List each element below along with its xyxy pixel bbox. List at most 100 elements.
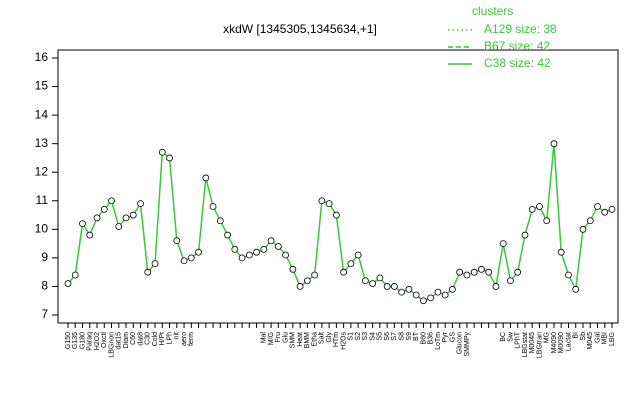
- x-tick-label: Heat: [297, 332, 304, 347]
- data-point: [158, 148, 166, 156]
- x-tick-label: SMM: [290, 332, 297, 349]
- data-point: [122, 214, 130, 222]
- x-tick-label: nit: [174, 332, 181, 339]
- data-point: [274, 243, 282, 250]
- x-tick-label: H2Os: [340, 332, 347, 350]
- x-tick-label: Etha: [311, 332, 318, 347]
- data-point: [608, 205, 616, 213]
- data-point: [434, 288, 442, 296]
- data-point: [354, 251, 362, 259]
- data-point: [383, 283, 391, 290]
- x-tick-label: S3: [362, 332, 369, 341]
- data-point: [303, 277, 311, 285]
- x-tick-label: GS: [449, 332, 456, 342]
- x-tick-label: S7: [391, 332, 398, 341]
- x-tick-label: LPhT: [515, 331, 522, 348]
- x-tick-label: M045: [587, 332, 594, 350]
- y-tick-label: 13: [35, 136, 49, 150]
- x-tick-label: G150: [65, 332, 72, 349]
- series-line: [67, 143, 613, 302]
- y-tick-label: 15: [35, 79, 49, 93]
- data-point: [441, 291, 449, 299]
- x-tick-label: S5: [377, 332, 384, 341]
- data-point: [187, 254, 195, 262]
- data-point: [427, 294, 435, 302]
- data-point: [347, 260, 355, 268]
- x-tick-label: Gal: [594, 332, 601, 343]
- legend-title: clusters: [472, 4, 513, 18]
- data-point: [369, 280, 377, 287]
- data-point: [151, 260, 159, 268]
- data-point: [260, 245, 268, 253]
- y-tick-label: 16: [35, 50, 49, 64]
- x-tick-label: LPh: [166, 332, 173, 345]
- data-point: [318, 197, 326, 205]
- data-point: [180, 257, 188, 265]
- data-point: [557, 248, 565, 256]
- x-tick-label: M0090: [558, 332, 565, 354]
- x-tick-label: LBGnon: [108, 332, 115, 358]
- x-tick-label: H2O2: [94, 332, 101, 350]
- x-tick-label: Oxctl: [101, 332, 108, 348]
- data-point: [93, 214, 101, 222]
- data-point: [521, 231, 529, 239]
- data-point: [514, 268, 522, 276]
- data-point: [594, 203, 601, 210]
- legend-label: A129 size: 38: [484, 22, 557, 36]
- x-tick-label: HTm: [333, 332, 340, 347]
- x-tick-label: BMM: [304, 332, 311, 349]
- data-point: [311, 271, 319, 279]
- data-point: [108, 197, 115, 205]
- data-point: [565, 271, 572, 279]
- x-tick-label: M/G: [268, 332, 275, 345]
- data-point: [267, 237, 275, 245]
- plot-frame: [57, 49, 619, 324]
- x-tick-label: M4090: [551, 332, 558, 354]
- data-point: [296, 283, 304, 290]
- x-tick-label: G135: [72, 332, 79, 349]
- data-point: [390, 283, 398, 290]
- x-tick-label: Mal: [261, 332, 268, 344]
- data-point: [478, 265, 485, 273]
- x-tick-label: LBG: [609, 332, 616, 346]
- x-tick-label: B36: [428, 332, 435, 345]
- data-point: [579, 225, 587, 233]
- y-tick-label: 8: [41, 279, 48, 293]
- x-tick-label: H/Pt: [159, 332, 166, 346]
- x-tick-label: aero: [181, 332, 188, 346]
- x-tick-label: MG: [544, 332, 551, 343]
- y-tick-label: 12: [35, 164, 49, 178]
- data-point: [492, 283, 500, 290]
- legend-label: C38 size: 42: [484, 56, 551, 70]
- x-tick-label: S1: [348, 332, 355, 341]
- x-tick-label: BT: [413, 331, 420, 341]
- x-tick-label: LBGtran: [536, 332, 543, 358]
- data-point: [64, 280, 72, 287]
- data-point: [420, 297, 427, 305]
- data-point: [137, 200, 144, 208]
- x-tick-label: Diam: [123, 332, 130, 349]
- x-tick-label: Lactat: [565, 332, 572, 351]
- data-point: [71, 271, 79, 279]
- x-tick-label: LBGstat: [522, 332, 529, 357]
- x-tick-label: S9: [406, 332, 413, 341]
- x-tick-label: S8: [398, 332, 405, 341]
- data-point: [456, 268, 464, 276]
- x-tick-label: SMMPy: [464, 332, 471, 357]
- data-point: [86, 231, 94, 239]
- data-point: [572, 285, 580, 293]
- x-tick-label: Sb: [580, 332, 587, 341]
- x-tick-label: ferm: [188, 332, 195, 346]
- data-point: [332, 211, 340, 219]
- data-point: [528, 205, 536, 213]
- chart-title: xkdW [1345305,1345634,+1]: [223, 22, 377, 36]
- data-point: [129, 211, 137, 219]
- x-tick-label: C60: [130, 332, 137, 345]
- data-point: [449, 285, 456, 293]
- data-point: [289, 265, 297, 273]
- x-tick-label: Paraq: [87, 332, 94, 351]
- x-tick-label: dat8: [137, 332, 144, 346]
- data-point: [238, 254, 246, 262]
- data-point: [100, 205, 108, 213]
- data-point: [601, 208, 609, 216]
